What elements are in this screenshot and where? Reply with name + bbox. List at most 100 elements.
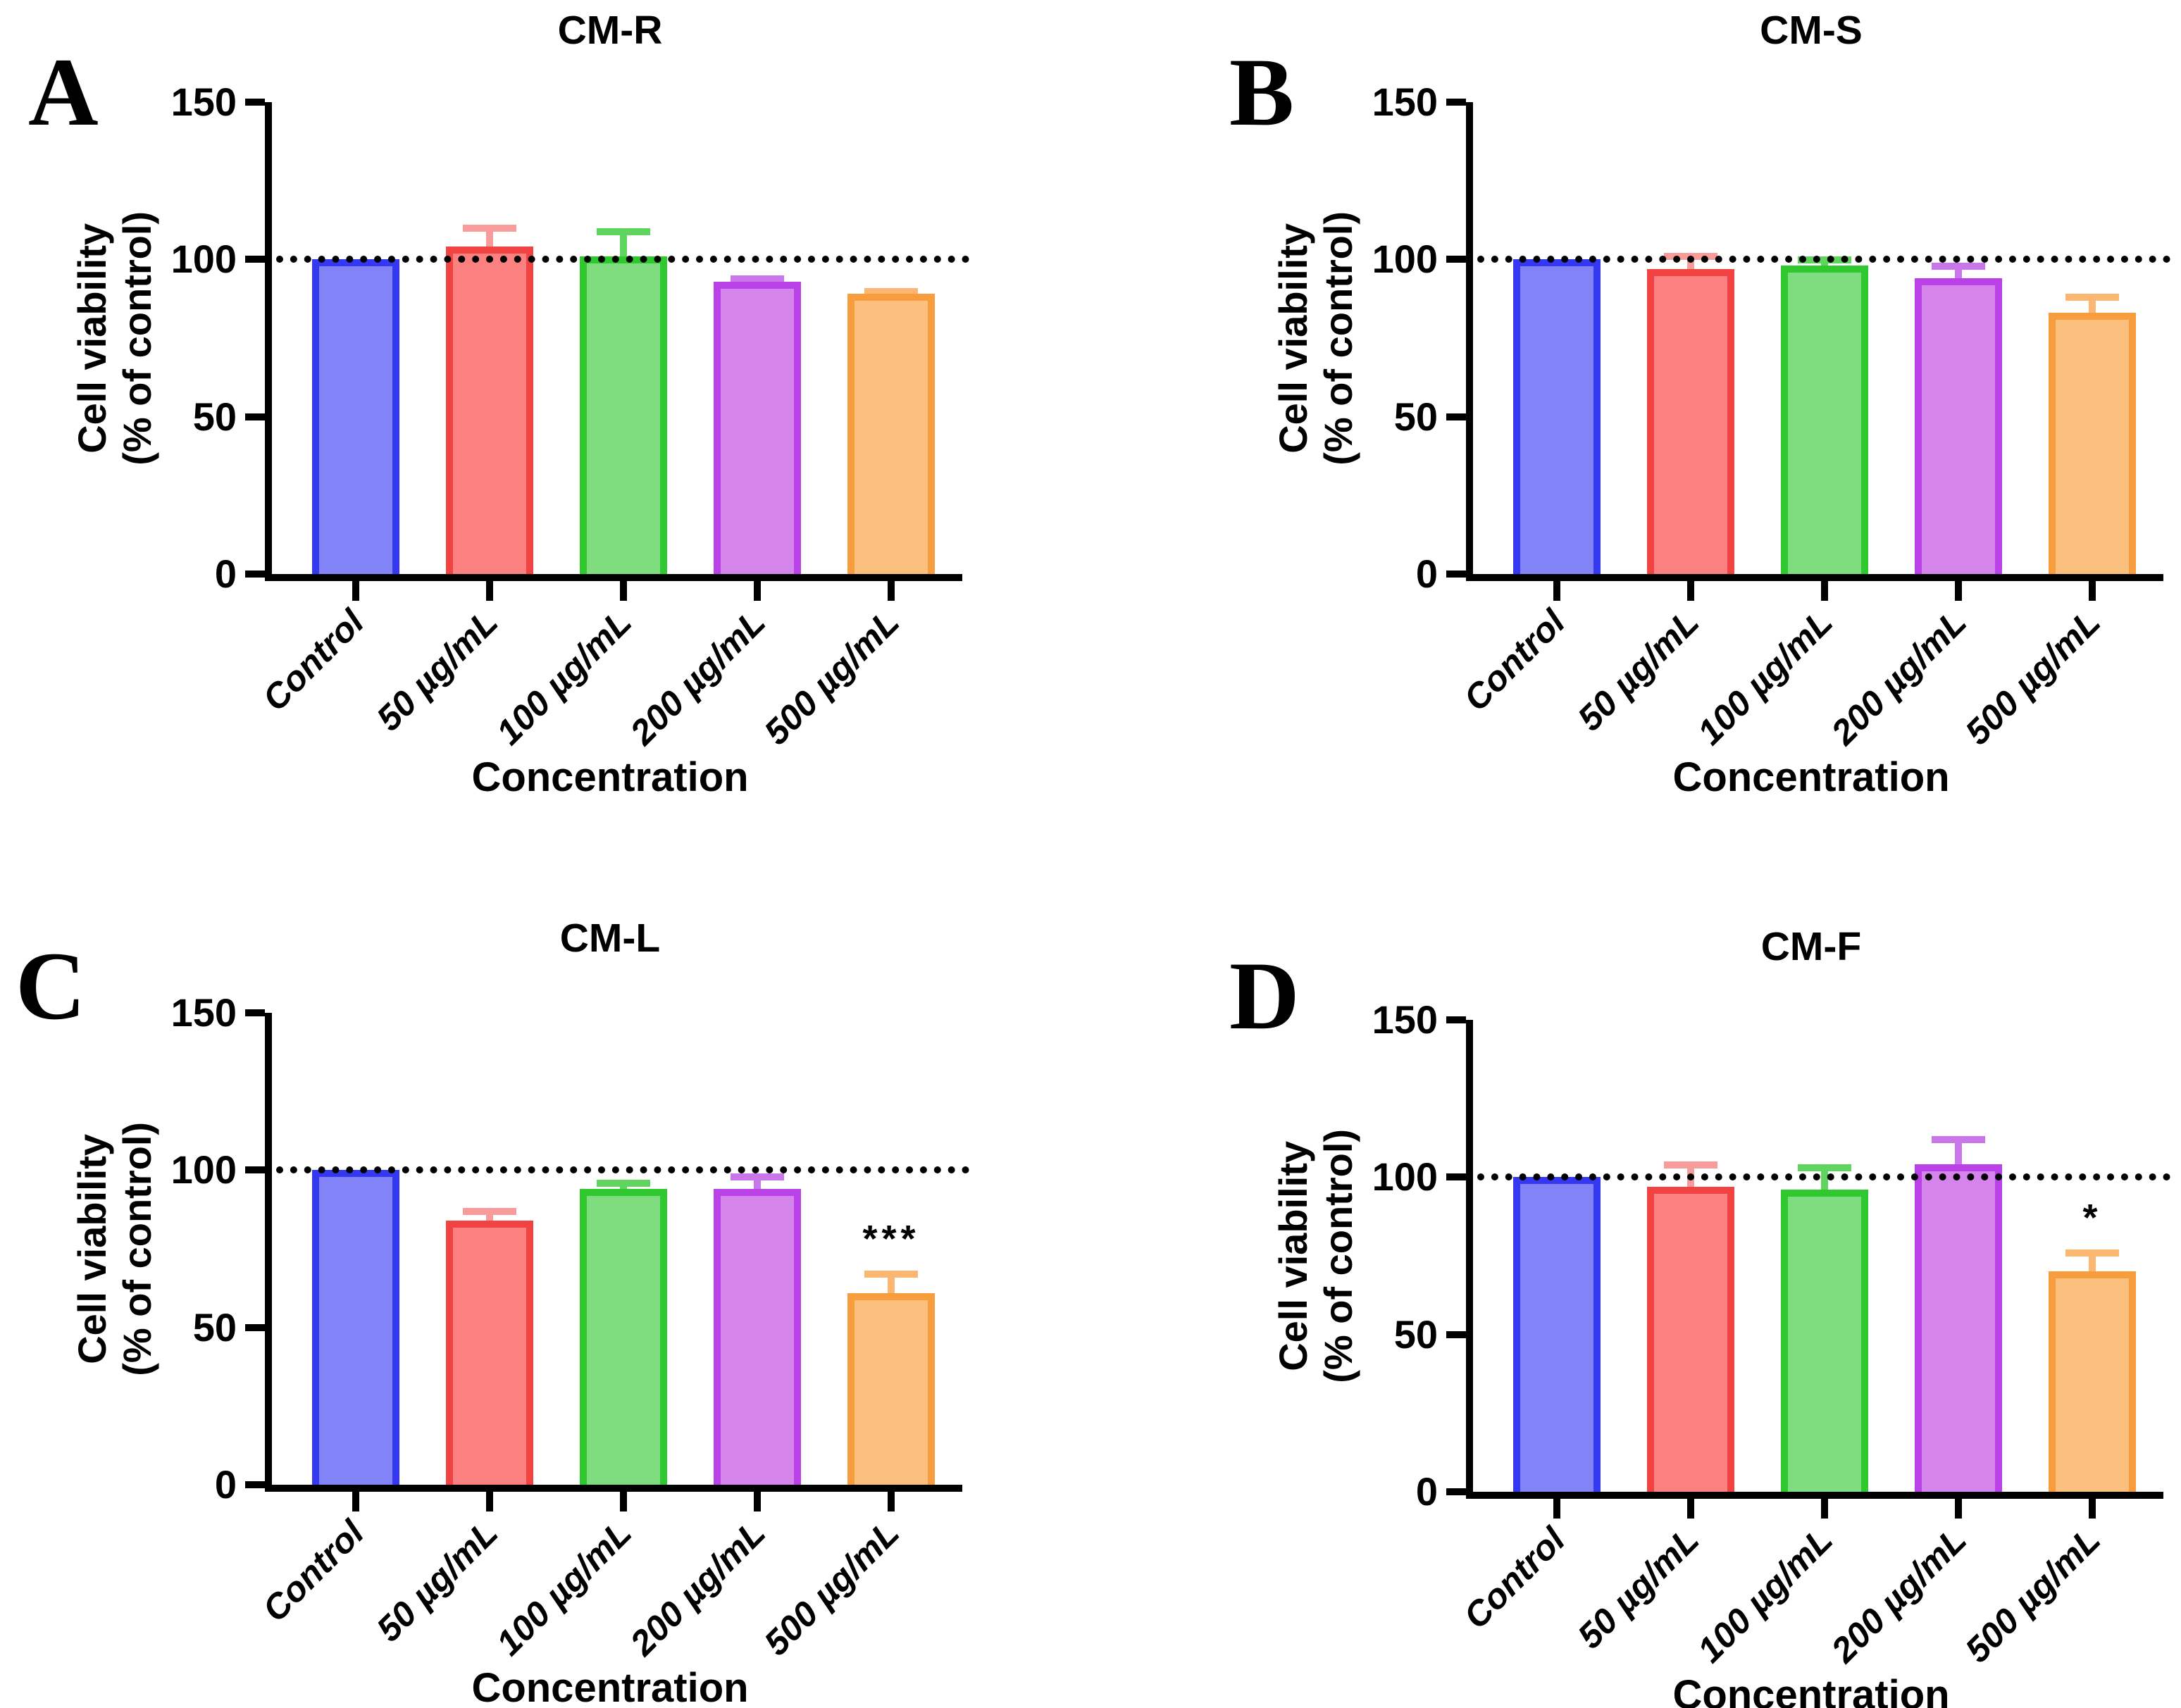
reference-line-100 xyxy=(276,256,969,263)
x-axis-tick xyxy=(352,581,359,601)
reference-line-100 xyxy=(276,1166,969,1174)
bar-200-g-ml xyxy=(1915,1164,2002,1492)
y-axis-tick-label: 100 xyxy=(1372,237,1438,282)
reference-line-100 xyxy=(1477,1173,2170,1181)
x-axis-tick xyxy=(888,1492,895,1511)
x-axis-tick xyxy=(620,1492,627,1511)
panel-cm-r: A CM-R Cell viability (% of control) 0 50… xyxy=(0,0,1090,854)
bar-100-g-ml xyxy=(580,256,667,574)
x-axis-title: Concentration xyxy=(1672,754,1950,800)
x-axis-tick xyxy=(1687,581,1694,601)
x-axis-tick xyxy=(754,1492,761,1511)
error-bar-cap xyxy=(1932,1136,1985,1144)
panel-cm-f: D CM-F Cell viability (% of control) 0 50… xyxy=(1090,854,2181,1708)
error-bar xyxy=(1955,1136,1962,1171)
error-bar xyxy=(888,1271,895,1299)
x-axis-tick-label: 100 µg/mL xyxy=(489,1512,640,1664)
x-axis-tick-label: 100 µg/mL xyxy=(1690,1519,1841,1671)
x-axis-tick xyxy=(1553,1499,1560,1519)
y-axis-tick xyxy=(245,1481,265,1488)
bar-200-g-ml xyxy=(1915,278,2002,574)
y-axis-label-line1: Cell viability xyxy=(1271,1140,1316,1371)
y-axis-tick-label: 150 xyxy=(170,990,237,1035)
x-axis-title: Concentration xyxy=(471,754,749,800)
x-axis-tick xyxy=(1553,581,1560,601)
x-axis-tick-label: 50 µg/mL xyxy=(1570,1519,1707,1657)
panel-cm-l: C CM-L Cell viability (% of control) 0 50… xyxy=(0,854,1090,1708)
bar-control xyxy=(1513,259,1601,574)
plot-area: 0 50 100 150 Control 50 µg/mL 100 µg/mL 200 µg/… xyxy=(171,82,969,752)
error-bar-cap xyxy=(1664,1161,1717,1168)
plot-area: 0 50 100 150 Control 50 µg/mL 100 µg/mL 200 µg/… xyxy=(1372,82,2170,752)
bar-100-g-ml xyxy=(1781,1190,1868,1492)
y-axis-tick-label: 150 xyxy=(170,80,237,124)
bar-500-g-ml xyxy=(847,294,935,574)
bar-50-g-ml xyxy=(446,247,533,574)
panel-letter: C xyxy=(15,932,86,1040)
error-bar-cap xyxy=(463,1207,516,1215)
error-bar-cap xyxy=(597,227,650,235)
x-axis-tick-label: 100 µg/mL xyxy=(489,601,640,753)
x-axis-tick-label: 50 µg/mL xyxy=(368,1512,506,1650)
y-axis-tick-label: 50 xyxy=(192,394,237,439)
x-axis-tick xyxy=(1687,1499,1694,1519)
reference-line-100 xyxy=(1477,256,2170,263)
x-axis-tick xyxy=(754,581,761,601)
y-axis-tick xyxy=(245,1009,265,1016)
bar-100-g-ml xyxy=(580,1189,667,1485)
y-axis-label: Cell viability (% of control) xyxy=(54,102,177,574)
y-axis-label: Cell viability (% of control) xyxy=(1255,102,1378,574)
x-axis-tick-label: 200 µg/mL xyxy=(623,601,773,753)
panel-letter: D xyxy=(1229,942,1300,1049)
x-axis-tick xyxy=(2089,581,2096,601)
error-bar xyxy=(754,1173,761,1195)
y-axis-label-line1: Cell viability xyxy=(70,1133,115,1364)
x-axis-tick xyxy=(352,1492,359,1511)
y-axis-tick-label: 0 xyxy=(214,1462,237,1507)
y-axis-tick-label: 50 xyxy=(192,1304,237,1349)
error-bar xyxy=(620,1179,627,1195)
y-axis-tick xyxy=(245,256,265,263)
x-axis-tick xyxy=(620,581,627,601)
error-bar xyxy=(1821,256,1828,272)
bar-50-g-ml xyxy=(1647,1186,1734,1492)
error-bar-cap xyxy=(1932,262,1985,270)
x-axis-title: Concentration xyxy=(471,1665,749,1708)
y-axis-tick xyxy=(1446,1016,1466,1023)
y-axis-tick xyxy=(1446,571,1466,578)
y-axis-tick xyxy=(245,99,265,106)
panel-title: CM-F xyxy=(1760,924,1862,969)
error-bar xyxy=(1687,253,1694,275)
error-bar xyxy=(620,227,627,262)
x-axis-tick xyxy=(486,1492,493,1511)
bar-control xyxy=(1513,1177,1601,1492)
panel-letter: A xyxy=(28,38,99,146)
error-bar-cap xyxy=(2065,1249,2119,1257)
y-axis-tick xyxy=(1446,413,1466,420)
error-bar-cap xyxy=(731,1173,784,1180)
x-axis-tick-label: 50 µg/mL xyxy=(368,601,506,739)
plot-area: 0 50 100 150 Control 50 µg/mL 100 µg/mL 200 µg/… xyxy=(171,993,969,1663)
error-bar-cap xyxy=(864,287,918,295)
x-axis-tick-label: Control xyxy=(255,601,372,719)
bar-control xyxy=(312,259,399,574)
y-axis-tick-label: 100 xyxy=(170,237,237,282)
x-axis-tick-label: Control xyxy=(255,1512,372,1630)
bar-control xyxy=(312,1170,399,1485)
y-axis-tick-label: 0 xyxy=(1415,1469,1438,1514)
significance-label: * xyxy=(2082,1197,2102,1240)
panel-cm-s: B CM-S Cell viability (% of control) 0 50… xyxy=(1090,0,2181,854)
y-axis-tick xyxy=(245,1323,265,1331)
bar-500-g-ml xyxy=(2049,1271,2136,1492)
panel-letter: B xyxy=(1229,38,1295,146)
x-axis-tick xyxy=(1955,1499,1962,1519)
y-axis-tick-label: 0 xyxy=(214,551,237,596)
x-axis-tick xyxy=(2089,1499,2096,1519)
y-axis-tick xyxy=(245,571,265,578)
error-bar xyxy=(2089,294,2096,319)
error-bar-cap xyxy=(731,275,784,282)
y-axis-tick-label: 50 xyxy=(1393,394,1438,439)
bar-200-g-ml xyxy=(714,1189,801,1485)
panel-title: CM-L xyxy=(559,916,661,961)
